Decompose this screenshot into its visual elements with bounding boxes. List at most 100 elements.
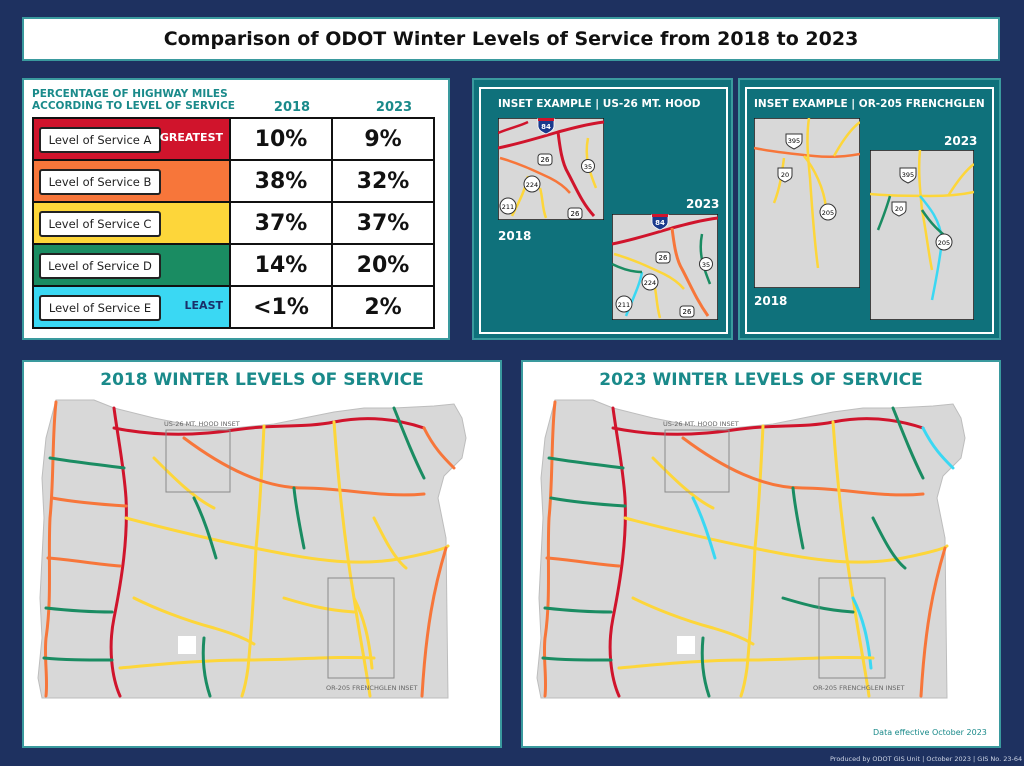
map-2023-graphic: [536, 399, 966, 699]
highway-segment: [919, 546, 947, 698]
los-row: Level of Service B 38% 32%: [32, 159, 435, 203]
los-row: Level of Service A GREATEST 10% 9%: [32, 117, 435, 161]
us-26-shield-icon: 26: [567, 207, 583, 220]
los-value-2023: 32%: [331, 159, 435, 203]
los-table-panel: PERCENTAGE OF HIGHWAY MILES ACCORDING TO…: [22, 78, 450, 340]
highway-segment: [201, 636, 212, 698]
frenchglen-inset-box: [327, 577, 395, 679]
highway-segment: [871, 516, 907, 570]
highway-segment: [48, 456, 126, 470]
los-value-2023: 20%: [331, 243, 435, 287]
interstate-84-shield-icon: 84: [651, 214, 669, 231]
us-395-shield-icon: 395: [899, 167, 917, 184]
map-2018-graphic: [37, 399, 467, 699]
los-label: Level of Service C: [39, 211, 161, 237]
highway-segment: [623, 516, 949, 564]
los-row: Level of Service C 37% 37%: [32, 201, 435, 245]
or-35-shield-icon: 35: [699, 257, 713, 271]
shield-395-label: 395: [902, 171, 914, 179]
hood-inset-box: [165, 429, 231, 493]
los-value-2023: 9%: [331, 117, 435, 161]
us-20-shield-icon: 20: [777, 167, 793, 183]
highway-segment: [422, 426, 456, 470]
los-color-cell: Level of Service B: [32, 159, 231, 203]
shield-395-label: 395: [788, 137, 800, 145]
highway-segment: [132, 596, 256, 646]
highway-segment: [831, 420, 871, 698]
los-value-2018: 38%: [229, 159, 333, 203]
map-2023-inset-label-frenchglen: OR-205 FRENCHGLEN INSET: [813, 684, 905, 692]
highway-segment: [851, 596, 873, 670]
highway-segment: [352, 596, 374, 670]
inset-hood-title: INSET EXAMPLE | US-26 MT. HOOD: [498, 98, 701, 110]
los-label: Level of Service A: [39, 127, 161, 153]
highway-segment: [152, 456, 216, 510]
highway-segment: [921, 426, 955, 470]
or-35-shield-icon: 35: [581, 159, 595, 173]
los-row: Level of Service E LEAST <1% 2%: [32, 285, 435, 329]
table-header-line1: PERCENTAGE OF HIGHWAY MILES: [32, 88, 228, 100]
inset-hood-panel: INSET EXAMPLE | US-26 MT. HOOD 84 26 35 …: [472, 78, 733, 340]
los-color-cell: Level of Service E LEAST: [32, 285, 231, 329]
map-2023-panel: 2023 WINTER LEVELS OF SERVICE US-26 MT. …: [521, 360, 1001, 748]
los-label: Level of Service E: [39, 295, 161, 321]
highway-segment: [611, 417, 925, 436]
highway-segment: [651, 456, 715, 510]
title-banner: Comparison of ODOT Winter Levels of Serv…: [22, 17, 1000, 61]
or-224-shield-icon: 224: [641, 273, 659, 291]
los-value-2018: <1%: [229, 285, 333, 329]
map-2023-inset-label-hood: US-26 MT. HOOD INSET: [663, 420, 739, 428]
shield-26b-label: 26: [683, 308, 692, 316]
shield-35-label: 35: [584, 163, 592, 171]
inset-frenchglen-year-2018: 2018: [754, 294, 788, 308]
highway-segment: [700, 636, 711, 698]
los-tag: LEAST: [184, 299, 223, 312]
los-row: Level of Service D 14% 20%: [32, 243, 435, 287]
shield-84-label: 84: [541, 123, 551, 131]
shield-26-label: 26: [541, 156, 550, 164]
los-color-cell: Level of Service A GREATEST: [32, 117, 231, 161]
highway-segment: [46, 556, 122, 568]
shield-211-label: 211: [502, 203, 514, 211]
highway-segment: [182, 436, 426, 497]
us-26-shield-icon: 26: [679, 305, 695, 318]
frenchglen-inset-box: [818, 577, 886, 679]
crater-lake-marker: [178, 636, 196, 654]
or-211-shield-icon: 211: [499, 197, 517, 215]
hood-inset-box: [664, 429, 730, 493]
highway-segment: [42, 656, 114, 662]
shield-20-label: 20: [781, 171, 789, 179]
highway-segment: [891, 406, 925, 480]
or-224-shield-icon: 224: [523, 175, 541, 193]
highway-segment: [124, 516, 450, 564]
inset-hood-year-2018: 2018: [498, 229, 532, 243]
los-table: Level of Service A GREATEST 10% 9% Level of …: [32, 117, 435, 329]
highway-segment: [192, 496, 218, 560]
los-value-2018: 10%: [229, 117, 333, 161]
us-26-shield-icon: 26: [537, 153, 553, 166]
los-value-2018: 14%: [229, 243, 333, 287]
page-title: Comparison of ODOT Winter Levels of Serv…: [163, 28, 859, 50]
crater-lake-marker: [677, 636, 695, 654]
or-205-shield-icon: 205: [819, 203, 837, 221]
us-395-shield-icon: 395: [785, 133, 803, 150]
los-value-2023: 2%: [331, 285, 435, 329]
highway-segment: [109, 406, 128, 698]
inset-frenchglen-year-2023: 2023: [944, 134, 978, 148]
highway-segment: [292, 486, 306, 550]
inset-frenchglen-panel: INSET EXAMPLE | OR-205 FRENCHGLEN 395 20…: [738, 78, 1001, 340]
highway-segment: [118, 655, 376, 670]
highway-segment: [43, 400, 58, 698]
highway-segment: [420, 546, 448, 698]
shield-211-label: 211: [618, 301, 630, 309]
or-205-shield-icon: 205: [935, 233, 953, 251]
map-2023-title: 2023 WINTER LEVELS OF SERVICE: [599, 370, 923, 390]
highway-segment: [282, 596, 356, 614]
highway-segment: [112, 417, 426, 436]
highway-segment: [781, 596, 855, 614]
highway-segment: [608, 406, 627, 698]
credit-line: Produced by ODOT GIS Unit | October 2023…: [830, 755, 1023, 763]
map-2018-inset-label-hood: US-26 MT. HOOD INSET: [164, 420, 240, 428]
inset-frenchglen-2023-map: 395 20 205: [870, 150, 974, 320]
inset-frenchglen-title: INSET EXAMPLE | OR-205 FRENCHGLEN: [754, 98, 985, 110]
